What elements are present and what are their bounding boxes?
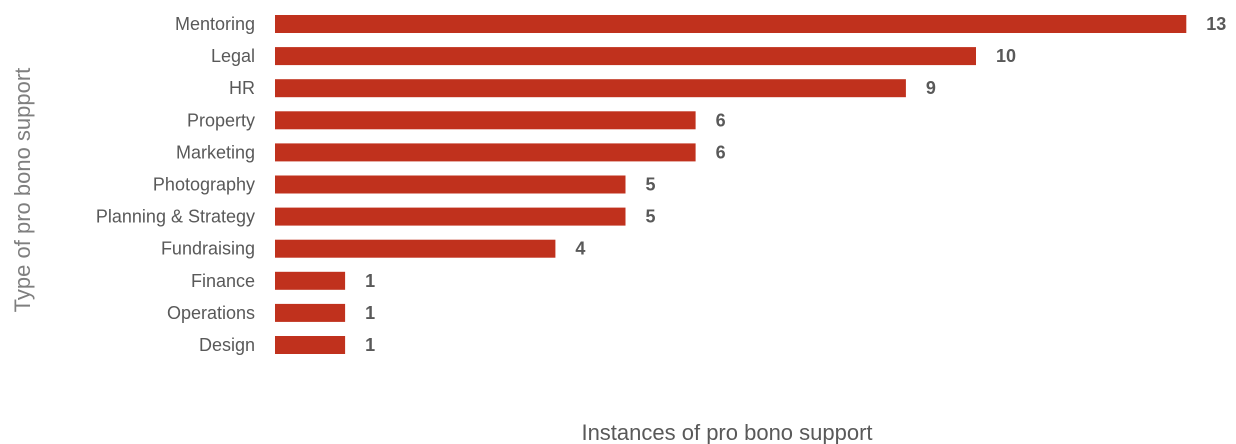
bar-value-label: 10	[996, 46, 1016, 66]
category-label: Marketing	[176, 142, 255, 162]
bar-value-label: 5	[646, 207, 656, 227]
bar	[275, 303, 346, 322]
category-label: HR	[229, 78, 255, 98]
bar	[275, 111, 696, 130]
bar-value-label: 1	[365, 271, 375, 291]
bar-value-label: 9	[926, 78, 936, 98]
bar-value-label: 1	[365, 335, 375, 355]
bar	[275, 336, 346, 354]
bar-value-label: 4	[575, 239, 585, 259]
bar	[275, 239, 556, 258]
bar-value-label: 13	[1206, 14, 1226, 34]
bar	[275, 79, 906, 98]
category-label: Finance	[191, 271, 255, 291]
y-axis-title: Type of pro bono support	[10, 68, 35, 313]
bar-value-label: 6	[716, 142, 726, 162]
bar	[275, 47, 976, 66]
category-label: Planning & Strategy	[96, 207, 255, 227]
bar	[275, 207, 626, 226]
category-label: Fundraising	[161, 239, 255, 259]
bar	[275, 143, 696, 162]
bar-value-label: 5	[646, 175, 656, 195]
bar	[275, 175, 626, 194]
bar	[275, 271, 346, 290]
category-label: Property	[187, 110, 255, 130]
category-label: Photography	[153, 175, 255, 195]
category-label: Legal	[211, 46, 255, 66]
bar-value-label: 6	[716, 110, 726, 130]
plot-area: Mentoring 13 Legal 10 HR 9 Property 6 Marketing 6…	[96, 14, 1226, 355]
category-label: Operations	[167, 303, 255, 323]
x-axis-title: Instances of pro bono support	[581, 420, 872, 444]
category-label: Mentoring	[175, 14, 255, 34]
bar-value-label: 1	[365, 303, 375, 323]
category-label: Design	[199, 335, 255, 355]
bar	[275, 15, 1187, 33]
